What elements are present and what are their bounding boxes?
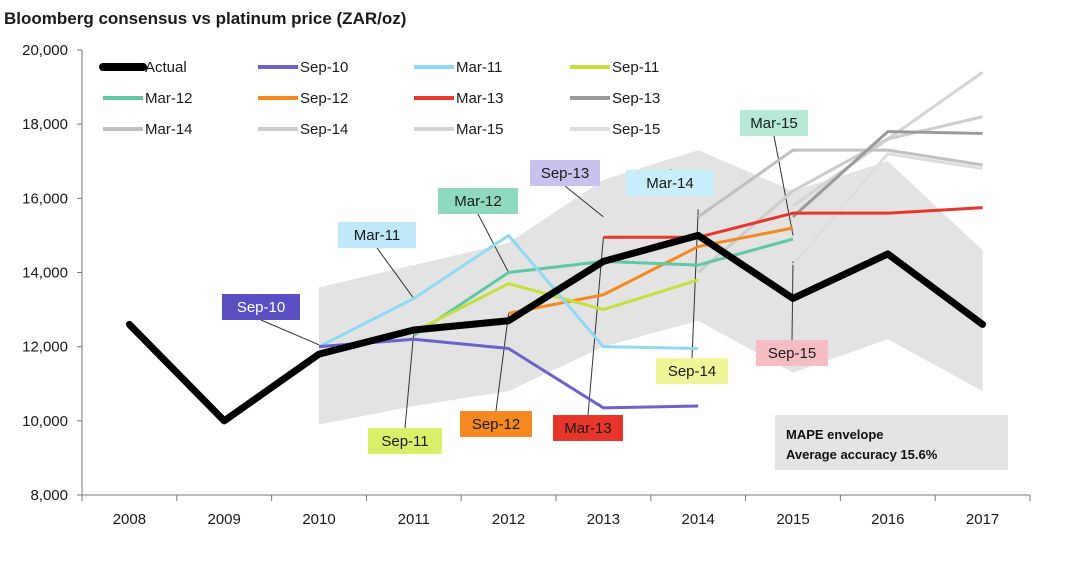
legend: Actual Sep-10 Mar-11 Sep-11 Mar-12 Sep-12 Mar-… [99,59,660,138]
callout-label-sep-14: Sep-14 [668,363,716,380]
legend-label-sep-10: Sep-10 [300,59,348,76]
x-tick-label: 2009 [208,511,241,528]
legend-label-actual: Actual [145,59,187,76]
legend-label-mar-14: Mar-14 [145,121,193,138]
series-line-mar-14 [697,148,983,219]
x-tick-label: 2014 [682,511,715,528]
callout-label-mar-14: Mar-14 [646,175,694,192]
y-tick-label: 20,000 [22,42,68,59]
callout-box-sep-14 [656,358,728,384]
series-line-sep-12 [508,226,794,315]
callout-box-mar-12 [438,188,518,214]
callout-box-mar-11 [338,222,416,248]
series-line-sep-15 [791,152,983,267]
callout-label-sep-13: Sep-13 [541,165,589,182]
callout-box-sep-10 [222,294,300,320]
callout-box-sep-12 [460,411,532,437]
x-tick-label: 2013 [587,511,620,528]
x-tick-label: 2017 [966,511,999,528]
callout-label-sep-11: Sep-11 [381,433,428,450]
callout-leader-mar-15 [773,135,794,236]
callout-box-mar-15 [740,110,808,136]
legend-label-sep-14: Sep-14 [300,121,348,138]
x-tick-label: 2010 [302,511,335,528]
callout-box-sep-11 [368,428,442,454]
legend-label-sep-13: Sep-13 [612,90,660,107]
callout-leader-sep-11 [404,331,415,429]
y-tick-label: 14,000 [22,265,68,282]
y-tick-label: 10,000 [22,413,68,430]
axes: 8,000 10,000 12,000 14,000 16,000 18,000 20,00… [22,42,1031,528]
x-tick-label: 2008 [113,511,146,528]
callout-label-mar-12: Mar-12 [454,193,502,210]
x-tick-label: 2016 [871,511,904,528]
callout-leader-mar-11 [376,247,415,299]
mape-note-line2: Average accuracy 15.6% [786,447,938,462]
callout-label-sep-10: Sep-10 [237,299,285,316]
legend-label-sep-12: Sep-12 [300,90,348,107]
y-tick-label: 16,000 [22,190,68,207]
legend-label-sep-15: Sep-15 [612,121,660,138]
callout-label-sep-12: Sep-12 [472,416,520,433]
legend-label-mar-13: Mar-13 [456,90,504,107]
series-line-sep-14 [697,115,983,274]
series-lines [125,71,987,425]
series-line-actual [125,231,987,425]
callout-box-sep-15 [756,340,828,366]
callouts: Sep-10 Mar-11 Mar-12 Sep-13 Mar-14 Mar-15 Sep-… [222,110,828,454]
mape-note: MAPE envelope Average accuracy 15.6% [775,415,1008,470]
series-line-mar-13 [603,206,983,239]
x-tick-label: 2011 [398,511,430,528]
y-tick-label: 18,000 [22,116,68,133]
callout-label-mar-11: Mar-11 [354,227,400,244]
legend-label-sep-11: Sep-11 [612,59,659,76]
legend-label-mar-11: Mar-11 [456,59,502,76]
series-line-sep-10 [318,337,699,410]
legend-label-mar-12: Mar-12 [145,90,193,107]
callout-box-mar-13 [553,415,623,441]
mape-note-box [775,415,1008,470]
x-tick-label: 2012 [492,511,525,528]
callout-label-sep-15: Sep-15 [768,345,816,362]
callout-leader-mar-12 [477,213,510,273]
y-tick-label: 8,000 [30,487,68,504]
callout-box-mar-14 [626,170,714,196]
chart-title: Bloomberg consensus vs platinum price (Z… [4,9,406,28]
series-line-sep-11 [413,278,699,334]
callout-box-sep-13 [530,160,600,186]
callout-leader-sep-10 [260,319,320,346]
callout-leader-sep-12 [495,313,510,412]
callout-label-mar-13: Mar-13 [564,420,612,437]
callout-leader-sep-13 [564,185,604,218]
series-line-mar-11 [318,233,699,351]
callout-label-mar-15: Mar-15 [750,115,798,132]
y-tick-label: 12,000 [22,339,68,356]
series-line-sep-13 [791,130,983,218]
legend-label-mar-15: Mar-15 [456,121,504,138]
x-tick-label: 2015 [776,511,809,528]
mape-note-line1: MAPE envelope [786,427,884,442]
